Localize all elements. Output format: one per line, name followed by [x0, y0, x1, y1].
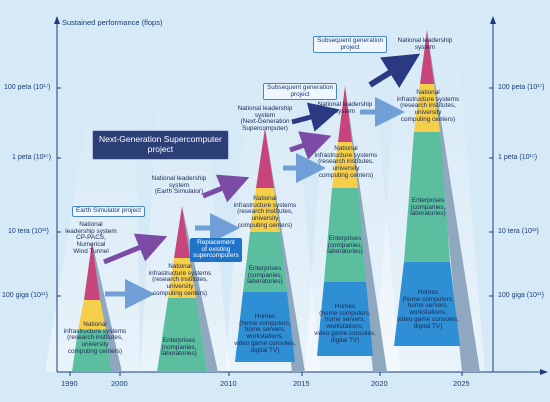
- y-axis-label: Sustained performance (flops): [62, 18, 163, 27]
- callout-earth-simulator-project: Earth Simulator project: [72, 206, 145, 217]
- tick-right-100giga: 100 giga (10¹¹): [498, 292, 544, 299]
- pyramid-1: [72, 242, 122, 372]
- tick-left-1peta: 1 peta (10¹⁵): [12, 154, 52, 161]
- pyramid3-enterprises-label: Enterprises (companies, laboratories): [247, 265, 283, 286]
- pyramid4-leadership-label: National leadership system: [317, 101, 373, 115]
- tick-left-100giga: 100 giga (10¹¹): [2, 292, 48, 299]
- arrows: [103, 53, 421, 309]
- pyramid5-homes-label: Homes (home computers, home servers, wor…: [397, 289, 459, 330]
- pyramid3-leadership-label: National leadership system (Next-Generat…: [237, 105, 293, 133]
- year-2020: 2020: [371, 379, 388, 388]
- pyramid5-infrastructure-label: National infrastructure systems (researc…: [396, 89, 460, 123]
- pyramid5-enterprises-label: Enterprises (companies, laboratories): [410, 197, 446, 218]
- pyramid4-enterprises-label: Enterprises (companies, laboratories): [327, 235, 363, 256]
- year-2000: 2000: [111, 379, 128, 388]
- callout-next-gen-project: Next-Generation Supercomputer project: [92, 130, 229, 160]
- tick-right-100peta: 100 peta (10¹⁷): [498, 84, 545, 91]
- tick-left-100peta: 100 peta (10¹⁷): [4, 84, 51, 91]
- tick-right-1peta: 1 peta (10¹⁵): [498, 154, 538, 161]
- pyramid4-infrastructure-label: National infrastructure systems (researc…: [314, 145, 378, 179]
- pyramid-4: [317, 86, 387, 372]
- callout-subsequent-1: Subsequent generation project: [263, 83, 338, 101]
- year-1990: 1990: [61, 379, 78, 388]
- year-2010: 2010: [220, 379, 237, 388]
- pyramid2-enterprises-label: Enterprises (companies, laboratories): [161, 337, 197, 358]
- pyramid3-infrastructure-label: National infrastructure systems (researc…: [233, 195, 297, 229]
- tick-right-10tera: 10 tera (10¹³): [498, 228, 539, 235]
- tick-left-10tera: 10 tera (10¹³): [8, 228, 49, 235]
- callout-replacement: Replacement of existing supercomputers: [190, 238, 242, 263]
- pyramid-5: [394, 30, 480, 372]
- pyramid1-infrastructure-label: National infrastructure systems (researc…: [63, 321, 127, 355]
- callout-subsequent-2: Subsequent generation project: [313, 36, 388, 54]
- pyramid1-leadership-label: National leadership system CP-PACS, Nume…: [65, 221, 117, 255]
- year-2025: 2025: [453, 379, 470, 388]
- pyramid4-homes-label: Homes (home computers, home servers, wor…: [314, 303, 376, 344]
- pyramid-3: [235, 128, 305, 372]
- pyramid5-leadership-label: National leadership system: [397, 37, 453, 51]
- pyramid3-homes-label: Homes (home computers, home servers, wor…: [234, 313, 296, 354]
- pyramid2-leadership-label: National leadership system (Earth Simula…: [151, 175, 207, 196]
- pyramid2-infrastructure-label: National infrastructure systems (researc…: [148, 263, 212, 297]
- year-2015: 2015: [293, 379, 310, 388]
